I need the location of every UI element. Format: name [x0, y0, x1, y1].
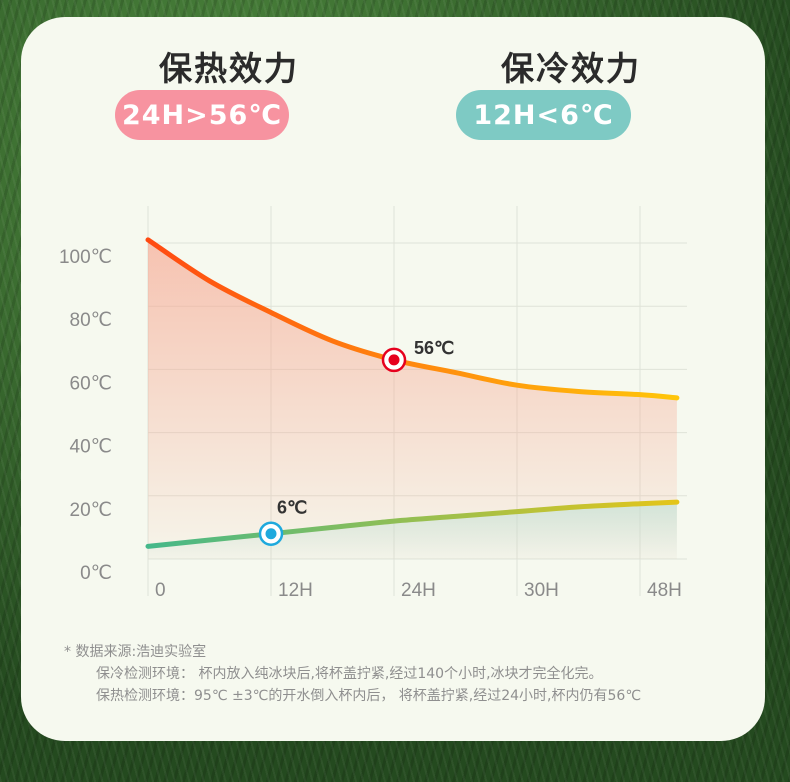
- series-area-cold: [148, 502, 677, 559]
- cold-retention-title: 保冷效力: [501, 49, 641, 88]
- series-line-cold: [145, 499, 680, 549]
- y-tick-label: 20℃: [70, 500, 112, 521]
- x-tick-label: 24H: [401, 580, 436, 601]
- x-tick-label: 12H: [278, 580, 313, 601]
- cold-retention-badge: 12H<6℃: [456, 90, 631, 140]
- y-tick-label: 100℃: [59, 247, 112, 268]
- heat-retention-title: 保热效力: [159, 49, 299, 88]
- x-tick-label: 48H: [647, 580, 682, 601]
- x-tick-label: 0: [155, 580, 166, 601]
- series-line-hot: [145, 237, 680, 401]
- data-marker-dot-cold: [265, 528, 277, 540]
- footnote-hot-test: 保热检测环境：95℃ ±3℃的开水倒入杯内后， 将杯盖拧紧,经过24小时,杯内仍…: [96, 688, 642, 704]
- data-label-cold: 6℃: [277, 498, 307, 518]
- data-label-hot: 56℃: [414, 338, 454, 358]
- footnote-cold-test: 保冷检测环境： 杯内放入纯冰块后,将杯盖拧紧,经过140个小时,冰块才完全化完。: [96, 666, 603, 682]
- y-tick-label: 60℃: [70, 373, 112, 394]
- y-tick-label: 40℃: [70, 437, 112, 458]
- data-marker-dot-hot: [388, 354, 400, 366]
- y-tick-label: 0℃: [80, 563, 112, 584]
- x-tick-label: 30H: [524, 580, 559, 601]
- footnote-source: * 数据来源:浩迪实验室: [64, 644, 207, 660]
- heat-retention-badge: 24H>56℃: [115, 90, 289, 140]
- y-tick-label: 80℃: [70, 310, 112, 331]
